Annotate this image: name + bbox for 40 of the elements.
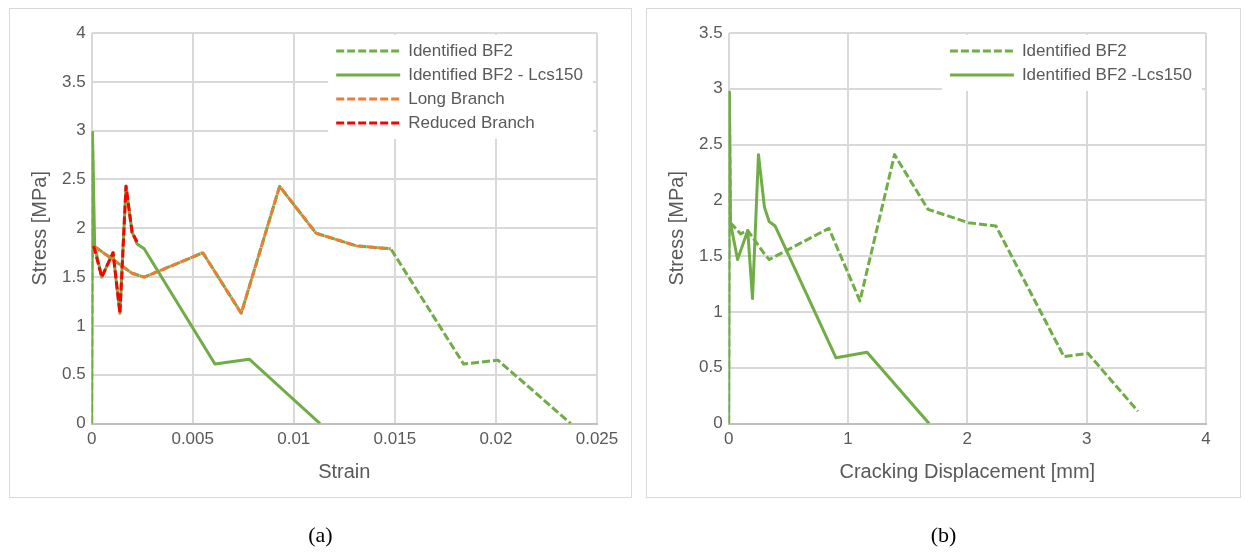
x-tick-label: 3 (1081, 429, 1092, 449)
x-tick-label: 2 (962, 429, 973, 449)
legend-label: Reduced Branch (408, 112, 535, 132)
y-tick-label: 3 (76, 120, 86, 140)
x-tick-label: 1 (843, 429, 853, 449)
y-tick-label: 2 (76, 217, 86, 237)
y-tick-label: 0.5 (698, 357, 723, 377)
legend-label: Identified BF2 - Lcs150 (408, 64, 584, 84)
y-tick-label: 4 (76, 22, 86, 42)
y-tick-label: 2 (713, 190, 723, 210)
y-axis-title: Stress [MPa] (664, 171, 687, 286)
x-axis-title: Strain (318, 459, 371, 482)
x-tick-label: 0.015 (373, 429, 417, 449)
line-series (92, 184, 393, 315)
legend-label: Identified BF2 -Lcs150 (1021, 64, 1193, 84)
legend-label: Identified BF2 (408, 40, 514, 60)
y-tick-label: 0 (713, 413, 723, 433)
x-tick-label: 0.01 (277, 429, 311, 449)
y-tick-label: 1.5 (61, 266, 86, 286)
y-tick-label: 1 (76, 315, 86, 335)
y-tick-label: 3.5 (698, 22, 723, 42)
y-tick-label: 1 (713, 301, 723, 321)
text: (a) (308, 522, 333, 548)
x-axis-title: Cracking Displacement [mm] (839, 459, 1096, 482)
y-tick-label: 0 (76, 413, 86, 433)
x-tick-label: 0.005 (171, 429, 214, 449)
y-tick-label: 3 (713, 78, 723, 98)
y-tick-label: 1.5 (698, 245, 723, 265)
y-tick-label: 2.5 (698, 134, 723, 154)
x-tick-label: 0.02 (479, 429, 513, 449)
x-tick-label: 4 (1201, 429, 1211, 449)
text: (b) (930, 522, 957, 548)
line-series (92, 184, 139, 315)
y-tick-label: 3.5 (61, 71, 86, 91)
y-tick-label: 2.5 (61, 169, 86, 189)
x-tick-label: 0.025 (575, 429, 619, 449)
legend-label: Identified BF2 (1021, 40, 1127, 60)
legend-label: Long Branch (408, 88, 505, 108)
y-axis-title: Stress [MPa] (27, 171, 50, 286)
y-tick-label: 0.5 (61, 364, 86, 384)
